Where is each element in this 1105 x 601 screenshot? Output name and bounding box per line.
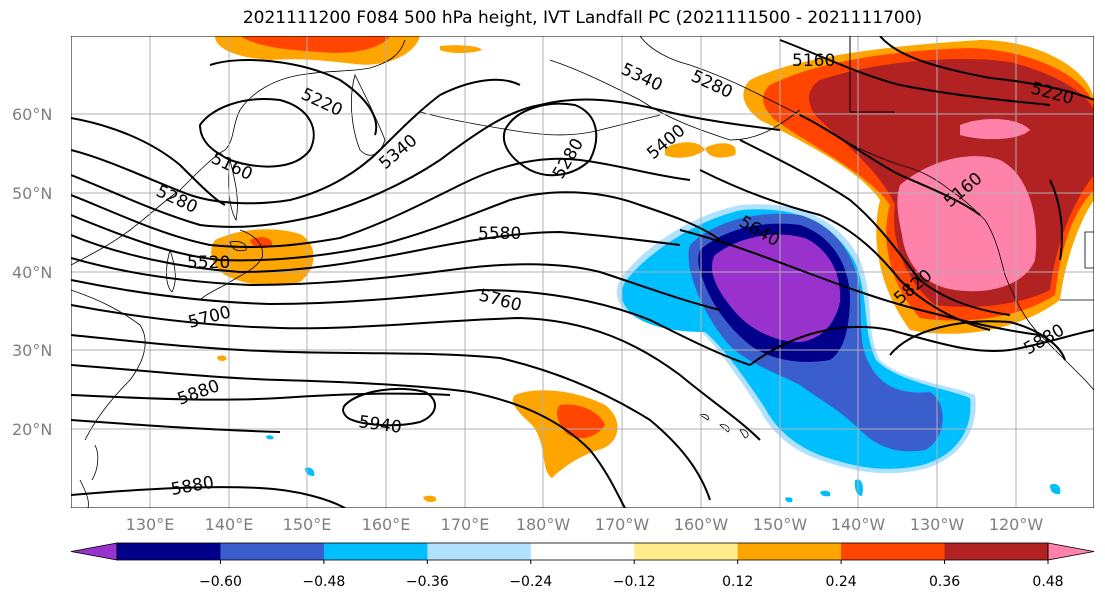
colorbar-tick-label: 0.36 — [929, 574, 960, 590]
lon-label: 180°W — [516, 515, 571, 534]
map-title: 2021111200 F084 500 hPa height, IVT Land… — [242, 8, 923, 28]
height-contours — [71, 36, 1094, 508]
contour-label: 5580 — [478, 224, 521, 244]
map-plot-area: 5160 5220 5340 5280 5160 5220 5160 5280 … — [71, 36, 1094, 508]
latitude-labels: 60°N 50°N 40°N 30°N 20°N — [12, 105, 52, 439]
colorbar-segment — [841, 543, 946, 560]
colorbar-tick-label: 0.12 — [722, 574, 753, 590]
colorbar-segment — [634, 543, 739, 560]
colorbar-segment — [427, 543, 532, 560]
contour-label: 5160 — [792, 51, 835, 71]
colorbar-tick-label: −0.12 — [613, 574, 656, 590]
lat-label: 60°N — [12, 105, 52, 124]
lon-label: 150°W — [753, 515, 808, 534]
colorbar-segment — [737, 543, 842, 560]
colorbar-segment — [530, 543, 635, 560]
lon-label: 140°W — [831, 515, 886, 534]
lat-label: 40°N — [12, 263, 52, 282]
colorbar-tick-label: −0.24 — [509, 574, 552, 590]
lon-label: 130°W — [910, 515, 965, 534]
colorbar-tick-label: −0.48 — [302, 574, 345, 590]
lon-label: 170°W — [595, 515, 650, 534]
colorbar-segment — [117, 543, 221, 560]
colorbar-tick-label: 0.48 — [1032, 574, 1063, 590]
lon-label: 120°W — [989, 515, 1044, 534]
lon-label: 160°E — [362, 515, 411, 534]
lon-label: 140°E — [205, 515, 254, 534]
colorbar-extend-min — [70, 542, 118, 561]
colorbar-segment — [220, 543, 325, 560]
colorbar-frame — [116, 542, 1049, 561]
lon-label: 130°E — [126, 515, 175, 534]
colorbar-tick-label: −0.36 — [406, 574, 449, 590]
lat-label: 20°N — [12, 420, 52, 439]
colorbar-tick-label: 0.24 — [826, 574, 857, 590]
lon-label: 170°E — [441, 515, 490, 534]
colorbar: −0.60 −0.48 −0.36 −0.24 −0.12 0.12 0.24 0.36 0.4… — [70, 542, 1095, 590]
lon-label: 150°E — [283, 515, 332, 534]
lat-label: 30°N — [12, 341, 52, 360]
contour-label: 5520 — [187, 253, 230, 273]
colorbar-tick-label: −0.60 — [199, 574, 242, 590]
colorbar-extend-max — [1047, 542, 1095, 561]
longitude-labels: 130°E 140°E 150°E 160°E 170°E 180°W 170°… — [126, 515, 1044, 534]
graticule — [71, 36, 1094, 508]
colorbar-segment — [944, 543, 1049, 560]
coastlines — [71, 36, 1094, 508]
colorbar-segment — [323, 543, 428, 560]
lat-label: 50°N — [12, 184, 52, 203]
lon-label: 160°W — [674, 515, 729, 534]
